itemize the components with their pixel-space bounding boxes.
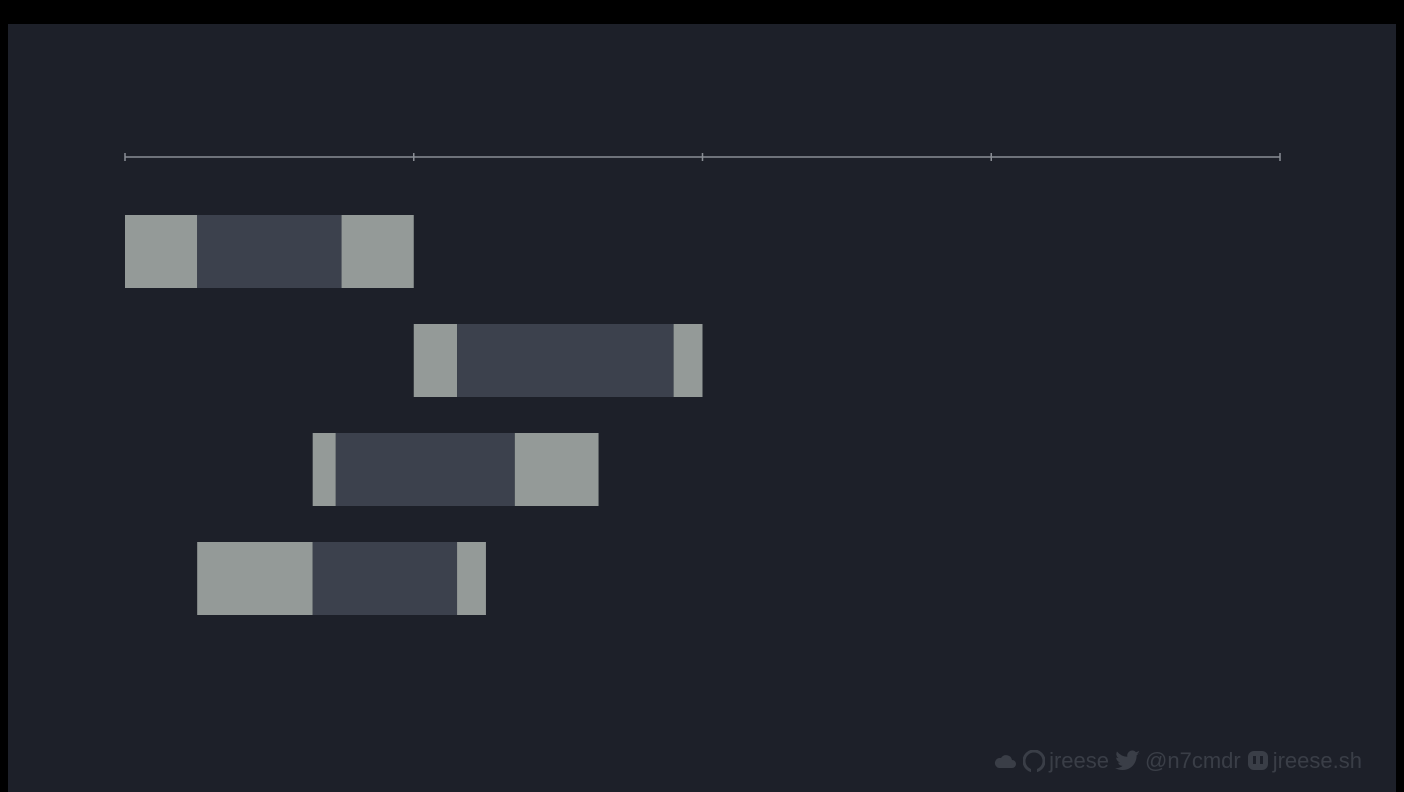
- github-handle: jreese: [1049, 748, 1110, 773]
- timeline-row-1: [125, 215, 414, 288]
- timeline-row-3: [312, 433, 599, 506]
- segment-dark-1-2: [197, 215, 342, 288]
- twitter-icon: [1115, 750, 1141, 772]
- cloud-icon: [993, 753, 1017, 769]
- segment-dark-3-2: [335, 433, 515, 506]
- timeline-row-4: [197, 542, 486, 615]
- segment-dark-2-2: [457, 324, 674, 397]
- segment-light-3-1: [312, 433, 336, 506]
- mastodon-link[interactable]: jreese.sh: [1247, 748, 1362, 774]
- twitter-handle: @n7cmdr: [1145, 748, 1241, 773]
- segment-light-2-1: [413, 324, 458, 397]
- segment-light-1-1: [125, 215, 198, 288]
- timeline-row-2: [413, 324, 703, 397]
- twitter-link[interactable]: @n7cmdr: [1115, 748, 1241, 774]
- segment-light-3-3: [514, 433, 599, 506]
- segment-light-4-3: [457, 542, 486, 615]
- slide: jreese @n7cmdr jreese.sh: [8, 24, 1396, 792]
- segment-light-2-3: [673, 324, 703, 397]
- segment-dark-4-2: [312, 542, 458, 615]
- github-link[interactable]: jreese: [1023, 748, 1109, 774]
- mastodon-icon: [1247, 750, 1269, 772]
- github-icon: [1023, 750, 1046, 772]
- timeline-diagram: [124, 153, 1281, 615]
- footer-credits: jreese @n7cmdr jreese.sh: [993, 748, 1362, 774]
- mastodon-handle: jreese.sh: [1272, 748, 1362, 773]
- segment-light-4-1: [197, 542, 313, 615]
- segment-light-1-3: [341, 215, 414, 288]
